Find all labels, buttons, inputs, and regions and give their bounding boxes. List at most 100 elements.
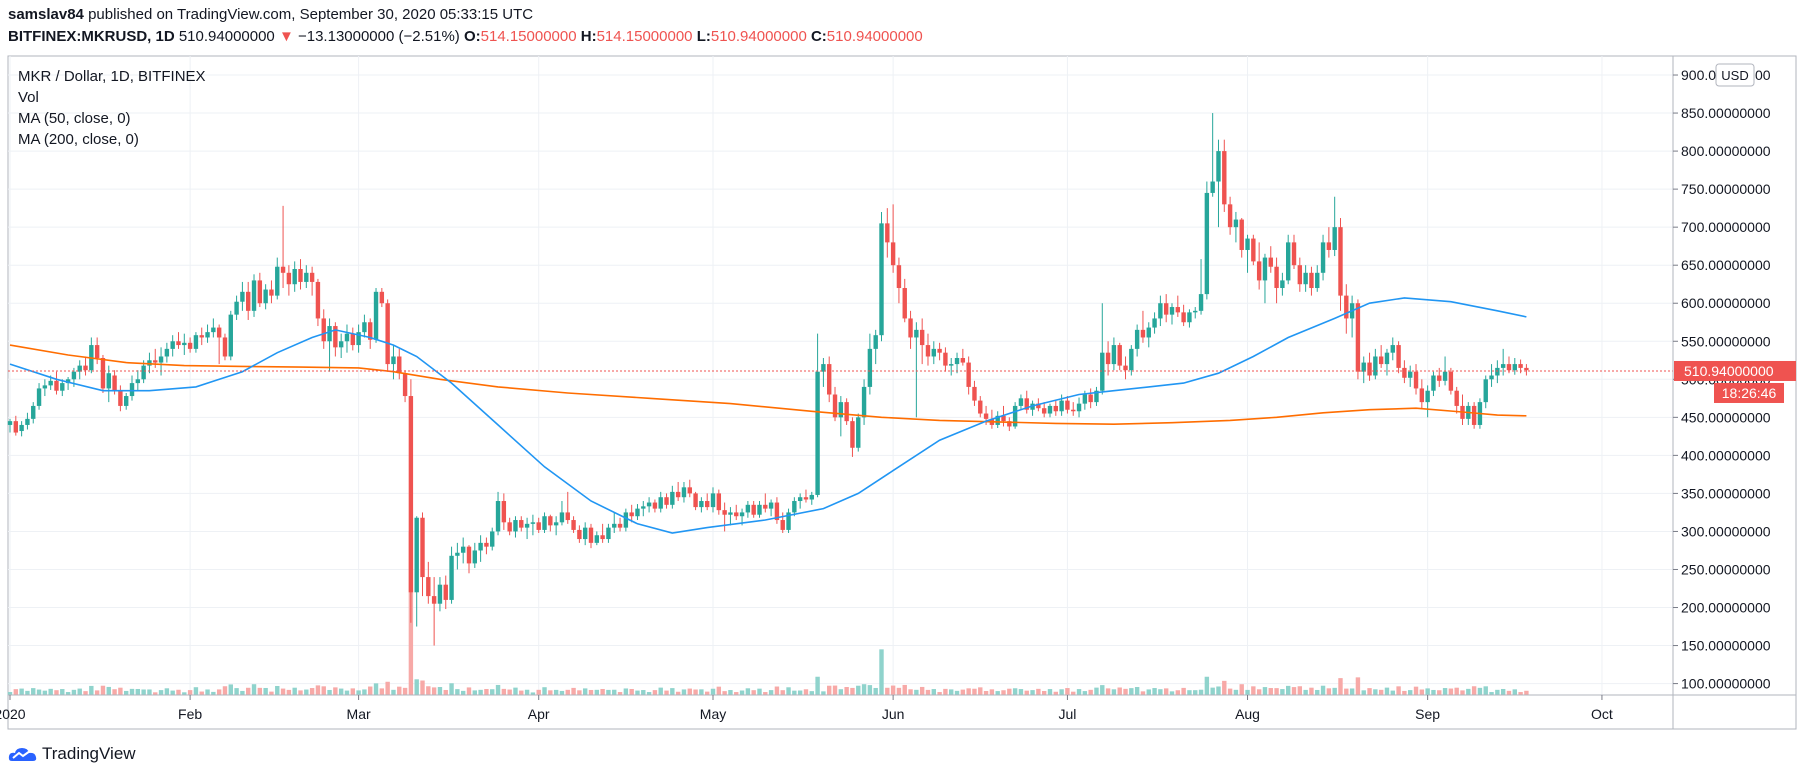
candle-body — [466, 546, 472, 564]
volume-bar — [792, 690, 797, 695]
candle-body — [478, 542, 483, 551]
candle-body — [1384, 352, 1390, 365]
volume-bar — [1378, 689, 1384, 695]
last-price-tag-label: 510.94000000 — [1684, 363, 1774, 379]
publisher-user[interactable]: samslav84 — [8, 6, 84, 23]
candle-body — [635, 508, 640, 517]
legend-vol[interactable]: Vol — [18, 89, 39, 106]
tradingview-brand[interactable]: TradingView — [42, 744, 136, 763]
price-axis[interactable]: 100.00000000 150.00000000 200.00000000 250.… — [1673, 67, 1771, 692]
volume-bar — [1094, 687, 1099, 695]
volume-bar — [124, 690, 129, 695]
volume-bar — [182, 692, 187, 695]
candle-body — [914, 329, 919, 338]
candle-body — [1338, 227, 1343, 296]
volume-bar — [687, 688, 692, 695]
candle-body — [251, 280, 257, 311]
volume-bar — [1181, 687, 1186, 695]
candle-body — [141, 365, 146, 380]
volume-bar — [850, 687, 855, 695]
candle-body — [1187, 312, 1192, 323]
volume-bar — [31, 688, 36, 695]
candle-body — [1332, 227, 1337, 250]
candle-body — [129, 383, 135, 397]
volume-bar — [36, 689, 42, 695]
candle-body — [734, 512, 739, 517]
volume-bar — [774, 686, 780, 695]
time-axis[interactable]: 2020 Feb Mar Apr May Jun Jul Aug Sep Oct — [0, 695, 1613, 722]
volume-bar — [333, 687, 338, 695]
volume-bar — [1204, 676, 1210, 695]
volume-bar — [989, 689, 995, 695]
volume-bar — [972, 688, 977, 695]
volume-bar — [286, 689, 292, 695]
price-chart[interactable]: 100.00000000 150.00000000 200.00000000 250.… — [0, 0, 1805, 740]
volume-bar — [1442, 688, 1448, 695]
candle-body — [1175, 307, 1181, 313]
candle-body — [77, 365, 82, 372]
volume-bar — [1431, 689, 1436, 695]
candle-body — [1100, 352, 1105, 391]
volume-bar — [1163, 688, 1169, 695]
volume-bar — [914, 689, 919, 695]
volume-bar — [187, 690, 193, 695]
volume-bar — [1256, 689, 1262, 695]
candle-body — [612, 523, 617, 528]
volume-bar — [1152, 688, 1157, 695]
volume-bar — [658, 687, 663, 695]
volume-bar — [588, 689, 594, 695]
candle-body — [437, 584, 443, 604]
volume-bar — [292, 687, 297, 695]
volume-bar — [309, 688, 315, 695]
volume-bar — [1117, 687, 1122, 695]
volume-bar — [1123, 688, 1128, 695]
last-price-tag: 510.94000000 — [1674, 360, 1796, 381]
candle-body — [548, 516, 553, 526]
candle-body — [1129, 348, 1134, 371]
candle-body — [1198, 294, 1204, 311]
volume-bar — [449, 683, 454, 695]
volume-bar — [222, 686, 228, 695]
legend-ma50[interactable]: MA (50, close, 0) — [18, 110, 131, 127]
volume-bar — [1198, 689, 1204, 695]
time-tick-label: Jul — [1058, 706, 1076, 722]
legend-title[interactable]: MKR / Dollar, 1D, BITFINEX — [18, 68, 206, 85]
volume-bar — [890, 685, 896, 695]
candle-body — [501, 501, 507, 523]
candle-body — [1204, 192, 1210, 295]
candle-body — [803, 497, 809, 500]
price-tick-label: 550.00000000 — [1681, 333, 1771, 349]
candle-body — [774, 502, 780, 521]
candle-body — [228, 314, 233, 357]
legend-ma200[interactable]: MA (200, close, 0) — [18, 131, 139, 148]
volume-bar — [414, 679, 419, 695]
currency-badge[interactable]: USD — [1715, 63, 1755, 87]
price-tick-label: 250.00000000 — [1681, 561, 1771, 577]
candle-body — [693, 493, 698, 508]
volume-bar — [1500, 688, 1506, 695]
volume-bar — [472, 690, 477, 695]
volume-bar — [397, 686, 402, 695]
candle-body — [7, 421, 13, 425]
close-value: 510.94000000 — [826, 28, 923, 45]
candle-body — [908, 318, 913, 338]
candle-body — [1105, 352, 1111, 365]
tradingview-logo-icon — [8, 748, 37, 761]
volume-bar — [954, 690, 960, 695]
candle-body — [1280, 280, 1285, 289]
volume-bar — [710, 688, 716, 695]
candle-body — [1041, 408, 1047, 414]
volume-bar — [623, 688, 629, 695]
volume-bar — [1495, 689, 1500, 695]
volume-bar — [1413, 686, 1419, 695]
volume-bar — [879, 649, 884, 695]
volume-bar — [205, 689, 210, 695]
price-tick-label: 750.00000000 — [1681, 181, 1771, 197]
volume-bar — [60, 689, 65, 695]
volume-bar — [402, 687, 408, 695]
candle-body — [1210, 181, 1215, 193]
candle-body — [426, 577, 431, 597]
volume-bar — [530, 692, 536, 695]
candle-body — [524, 523, 530, 528]
volume-bar — [1175, 690, 1181, 695]
